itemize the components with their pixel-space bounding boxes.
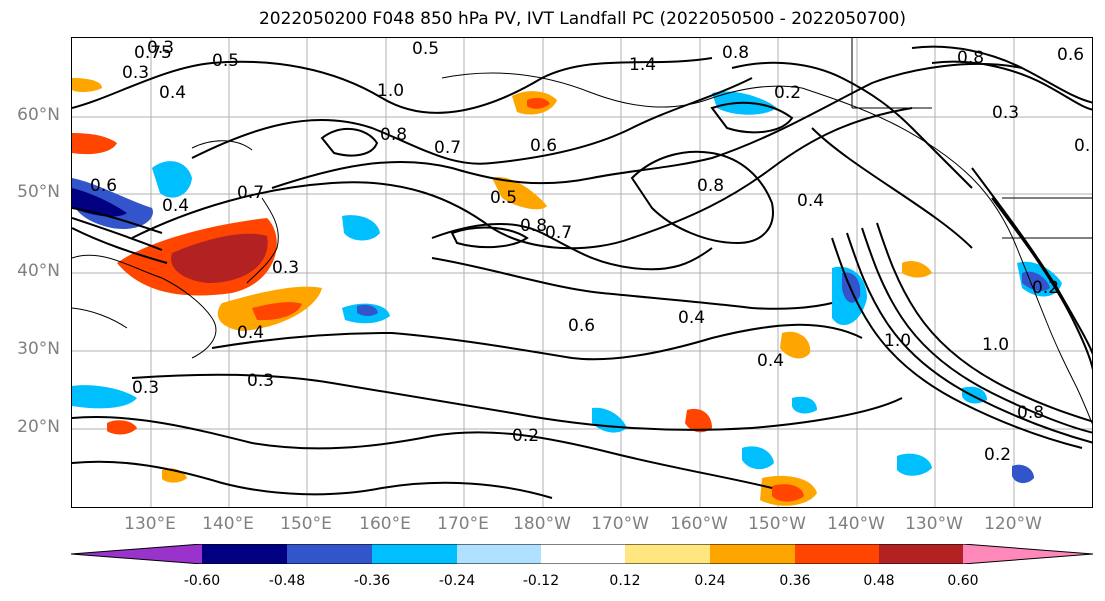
colorbar-tick: -0.60 (183, 573, 221, 589)
colorbar-bin (202, 544, 287, 564)
contour-label: 0.8 (722, 43, 749, 63)
contour-label: 0.6 (568, 316, 595, 336)
contour-label: 0.3 (247, 371, 274, 391)
contour-labels: 0.75 0.3 0.5 0.3 0.4 1.4 0.8 0.8 0.6 0.5… (90, 38, 1093, 465)
contour-label: 0.6 (90, 176, 117, 196)
lon-label: 170°W (591, 514, 649, 534)
lon-label: 160°E (359, 514, 411, 534)
contour-label: 0.4 (162, 196, 189, 216)
contour-label: 0.4 (237, 323, 264, 343)
contour-label: 0.4 (757, 351, 784, 371)
lon-label: 130°E (124, 514, 176, 534)
lon-label: 150°W (748, 514, 806, 534)
lon-label: 140°W (827, 514, 885, 534)
map-canvas: 0.75 0.3 0.5 0.3 0.4 1.4 0.8 0.8 0.6 0.5… (72, 38, 1093, 507)
colorbar-bin (625, 544, 710, 564)
colorbar-tick: -0.12 (522, 573, 560, 589)
contour-label: 0.3 (132, 378, 159, 398)
colorbar-tick: 0.60 (947, 573, 979, 589)
lon-label: 120°W (984, 514, 1042, 534)
contour-label: 0.2 (984, 445, 1011, 465)
colorbar-graphic (70, 543, 1094, 565)
colorbar-tick: 0.12 (609, 573, 641, 589)
colorbar-tick: 0.24 (694, 573, 726, 589)
contour-label: 0.4 (797, 191, 824, 211)
lat-label: 50°N (17, 182, 60, 202)
contour-label: 1.0 (884, 331, 911, 351)
colorbar-tick: 0.36 (779, 573, 811, 589)
contour-label: 0.6 (530, 136, 557, 156)
lat-label: 20°N (17, 417, 60, 437)
colorbar-tick: -0.36 (353, 573, 391, 589)
contour-label: 0.5 (212, 51, 239, 71)
colorbar-high-extension (963, 544, 1093, 564)
colorbar-bin (287, 544, 372, 564)
colorbar-tick: -0.24 (438, 573, 476, 589)
contour-label: 0.75 (134, 43, 172, 63)
contour-label: 1.0 (377, 81, 404, 101)
colorbar-bin (541, 544, 625, 564)
lon-label: 150°E (280, 514, 332, 534)
contour-label: 0.2 (774, 83, 801, 103)
lat-label: 60°N (17, 105, 60, 125)
anomaly-fills (72, 78, 1062, 506)
contour-label: 0.4 (678, 308, 705, 328)
colorbar-bin (879, 544, 963, 564)
colorbar-tick: 0.48 (863, 573, 895, 589)
contour-label: 0.4 (159, 83, 186, 103)
colorbar-bin (795, 544, 879, 564)
colorbar-low-extension (71, 544, 202, 564)
map-panel: 0.75 0.3 0.5 0.3 0.4 1.4 0.8 0.8 0.6 0.5… (71, 37, 1093, 508)
lon-label: 130°W (905, 514, 963, 534)
contour-label: 0.8 (1017, 403, 1044, 423)
lat-label: 30°N (17, 339, 60, 359)
contour-label: 0.5 (490, 188, 517, 208)
contour-label: 0.5 (412, 39, 439, 59)
colorbar-bin (457, 544, 541, 564)
contour-label: 0.6 (1057, 45, 1084, 65)
contour-label: 0.3 (272, 258, 299, 278)
contour-label: 0.3 (122, 63, 149, 83)
colorbar-bin (710, 544, 795, 564)
contour-label: 0.8 (957, 48, 984, 68)
contour-label: 0.1 (1074, 136, 1093, 156)
pv-contours (72, 45, 1092, 499)
coastlines (72, 38, 1092, 425)
lat-label: 40°N (17, 261, 60, 281)
colorbar-tick: -0.48 (268, 573, 306, 589)
contour-label: 0.8 (380, 125, 407, 145)
lon-label: 170°E (437, 514, 489, 534)
colorbar (70, 543, 1094, 568)
contour-label: 1.0 (982, 335, 1009, 355)
contour-label: 0.3 (992, 103, 1019, 123)
lon-label: 140°E (202, 514, 254, 534)
contour-label: 0.7 (434, 138, 461, 158)
contour-label: 0.7 (237, 183, 264, 203)
colorbar-bin (372, 544, 457, 564)
lon-label: 180°W (513, 514, 571, 534)
contour-label: 0.2 (1032, 278, 1059, 298)
contour-label: 0.7 (545, 223, 572, 243)
map-title: 2022050200 F048 850 hPa PV, IVT Landfall… (258, 9, 906, 29)
contour-label: 1.4 (629, 55, 656, 75)
lon-label: 160°W (670, 514, 728, 534)
contour-label: 0.8 (520, 216, 547, 236)
contour-label: 0.8 (697, 176, 724, 196)
contour-label: 0.3 (147, 38, 174, 58)
contour-label: 0.2 (512, 426, 539, 446)
